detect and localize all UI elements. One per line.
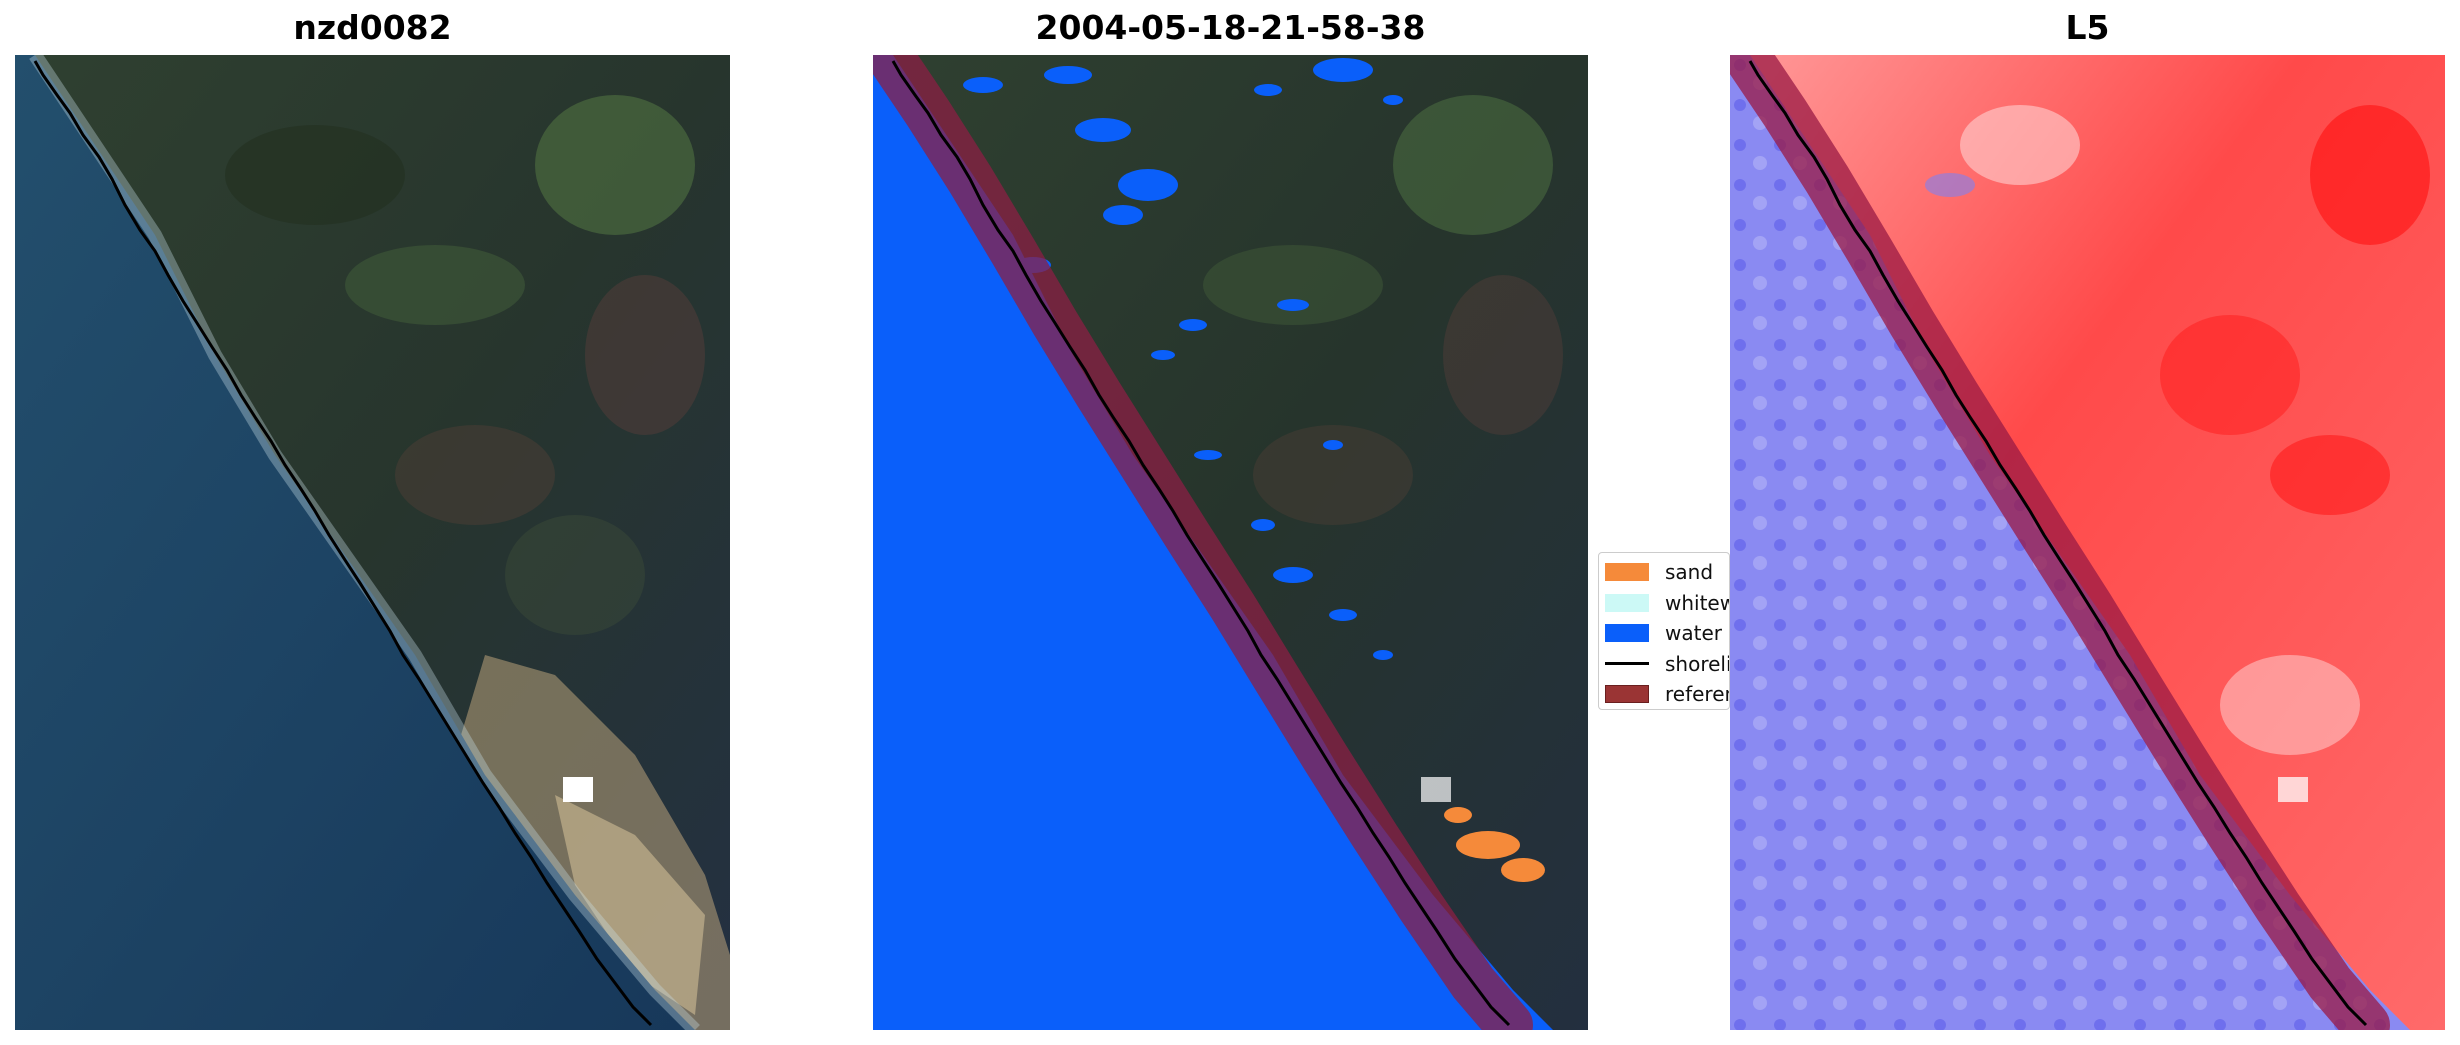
legend-label-shoreline: shoreline — [1665, 651, 1729, 676]
legend-item-shoreline: shoreline — [1605, 649, 1729, 680]
legend-label-sand: sand — [1665, 560, 1714, 585]
legend-swatch-reference — [1605, 685, 1649, 704]
legend-item-sand: sand — [1605, 557, 1729, 588]
legend-line-shoreline — [1605, 662, 1649, 666]
legend-swatch-whitewater — [1605, 593, 1649, 612]
legend-swatch-water — [1605, 624, 1649, 643]
index-image — [1730, 55, 2445, 1030]
panel-title-index: L5 — [2065, 8, 2110, 47]
classified-image-panel — [873, 55, 1588, 1030]
legend-swatch-sand — [1605, 563, 1649, 582]
legend-item-water: water — [1605, 618, 1729, 649]
rgb-shoreline-line — [33, 60, 653, 1027]
rgb-image-panel — [15, 55, 730, 1030]
rgb-satellite-image — [15, 55, 730, 1030]
index-shoreline-line — [1748, 60, 2368, 1027]
legend-item-reference: reference shoreline buffer — [1605, 679, 1729, 709]
index-image-panel — [1730, 55, 2445, 1030]
classified-shoreline-line — [891, 60, 1511, 1027]
legend-label-reference: reference shoreline buffer — [1665, 682, 1729, 707]
panel-title-classified: 2004-05-18-21-58-38 — [1035, 8, 1426, 47]
legend-label-water: water — [1665, 621, 1722, 646]
panel-title-rgb: nzd0082 — [293, 8, 452, 47]
classified-image — [873, 55, 1588, 1030]
